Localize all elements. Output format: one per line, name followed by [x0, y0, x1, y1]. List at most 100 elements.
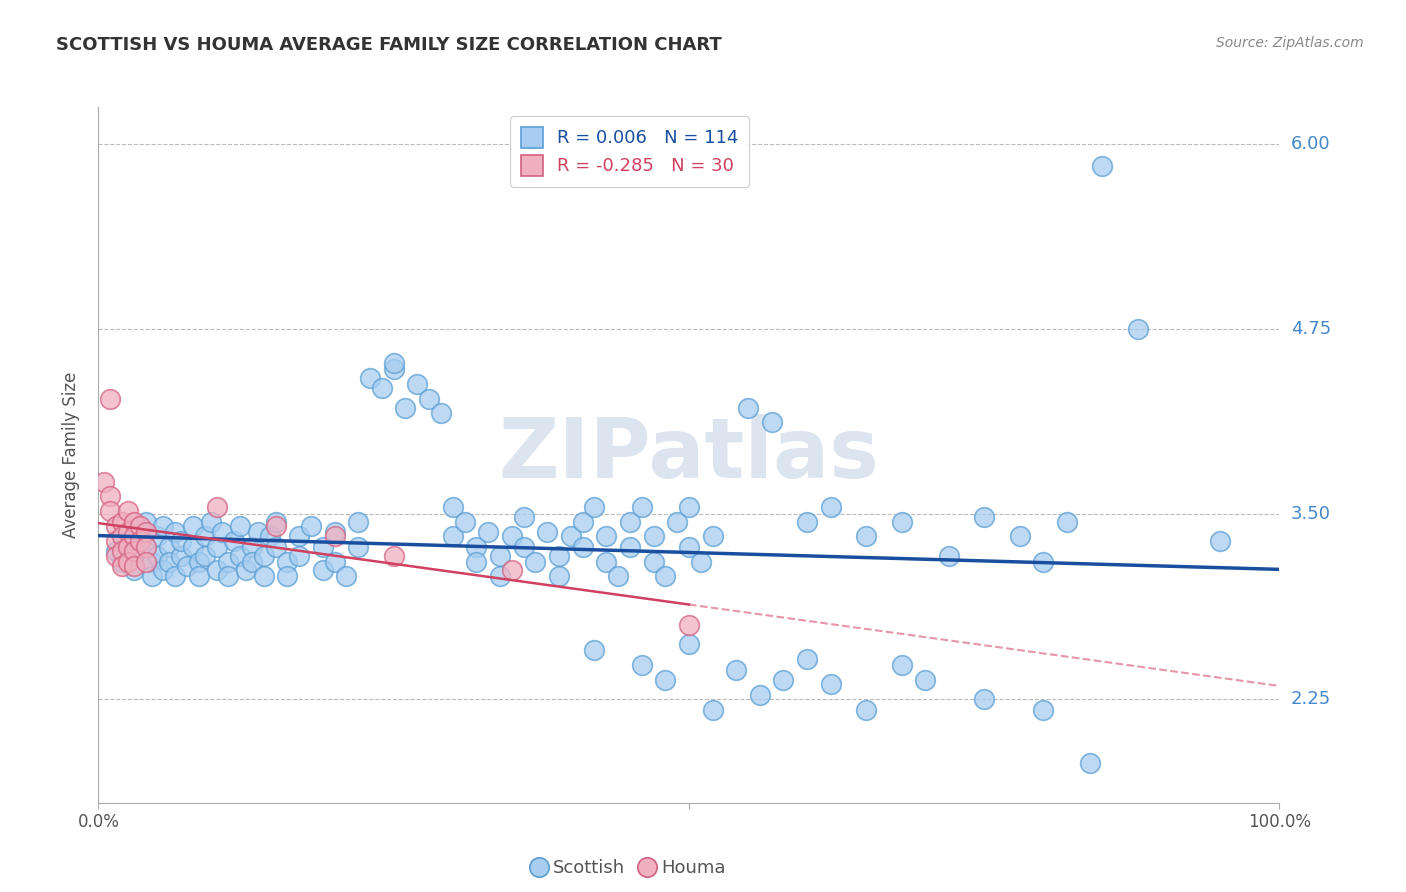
Point	[1080, 756, 1102, 770]
Point	[152, 519, 174, 533]
Point	[347, 540, 370, 554]
Point	[187, 554, 209, 568]
Point	[187, 569, 209, 583]
Point	[1032, 554, 1054, 568]
Point	[643, 554, 665, 568]
Point	[165, 524, 187, 539]
Point	[737, 401, 759, 415]
Point	[259, 529, 281, 543]
Point	[914, 673, 936, 687]
Point	[111, 529, 134, 543]
Point	[146, 549, 169, 563]
Point	[654, 569, 676, 583]
Point	[141, 554, 163, 568]
Point	[264, 515, 287, 529]
Point	[359, 371, 381, 385]
Point	[181, 519, 204, 533]
Point	[477, 524, 499, 539]
Point	[111, 515, 134, 529]
Point	[489, 549, 512, 563]
Point	[702, 529, 724, 543]
Point	[501, 563, 523, 577]
Point	[105, 544, 128, 558]
Point	[796, 515, 818, 529]
Point	[335, 569, 357, 583]
Point	[560, 529, 582, 543]
Point	[820, 500, 842, 514]
Point	[98, 489, 121, 503]
Point	[323, 554, 346, 568]
Point	[276, 554, 298, 568]
Text: 2.25: 2.25	[1291, 690, 1331, 708]
Point	[548, 549, 571, 563]
Point	[748, 688, 770, 702]
Point	[122, 515, 145, 529]
Point	[855, 529, 877, 543]
Point	[323, 524, 346, 539]
Point	[152, 563, 174, 577]
Point	[128, 519, 150, 533]
Legend: Scottish, Houma: Scottish, Houma	[527, 852, 733, 884]
Text: Source: ZipAtlas.com: Source: ZipAtlas.com	[1216, 36, 1364, 50]
Point	[165, 569, 187, 583]
Point	[441, 529, 464, 543]
Point	[465, 540, 488, 554]
Point	[105, 533, 128, 548]
Point	[323, 529, 346, 543]
Point	[820, 677, 842, 691]
Point	[253, 549, 276, 563]
Point	[288, 549, 311, 563]
Point	[465, 554, 488, 568]
Point	[382, 362, 405, 376]
Point	[117, 533, 139, 548]
Point	[678, 637, 700, 651]
Point	[117, 540, 139, 554]
Point	[128, 524, 150, 539]
Point	[105, 519, 128, 533]
Point	[890, 515, 912, 529]
Point	[211, 524, 233, 539]
Point	[217, 554, 239, 568]
Point	[595, 554, 617, 568]
Point	[619, 515, 641, 529]
Point	[619, 540, 641, 554]
Point	[666, 515, 689, 529]
Point	[205, 540, 228, 554]
Point	[122, 544, 145, 558]
Point	[1126, 322, 1149, 336]
Point	[235, 563, 257, 577]
Point	[607, 569, 630, 583]
Point	[117, 524, 139, 539]
Point	[176, 558, 198, 573]
Point	[312, 563, 335, 577]
Point	[122, 529, 145, 543]
Y-axis label: Average Family Size: Average Family Size	[62, 372, 80, 538]
Point	[105, 549, 128, 563]
Point	[571, 540, 593, 554]
Point	[678, 618, 700, 632]
Point	[264, 519, 287, 533]
Point	[135, 554, 157, 568]
Point	[536, 524, 558, 539]
Point	[394, 401, 416, 415]
Point	[1056, 515, 1078, 529]
Point	[205, 563, 228, 577]
Point	[98, 504, 121, 518]
Point	[406, 376, 429, 391]
Point	[689, 554, 711, 568]
Point	[240, 554, 263, 568]
Point	[630, 658, 652, 673]
Point	[276, 569, 298, 583]
Point	[157, 554, 180, 568]
Point	[111, 544, 134, 558]
Point	[135, 540, 157, 554]
Point	[512, 540, 534, 554]
Point	[141, 569, 163, 583]
Point	[181, 540, 204, 554]
Point	[796, 652, 818, 666]
Point	[548, 569, 571, 583]
Point	[512, 510, 534, 524]
Point	[1032, 702, 1054, 716]
Point	[194, 529, 217, 543]
Point	[229, 549, 252, 563]
